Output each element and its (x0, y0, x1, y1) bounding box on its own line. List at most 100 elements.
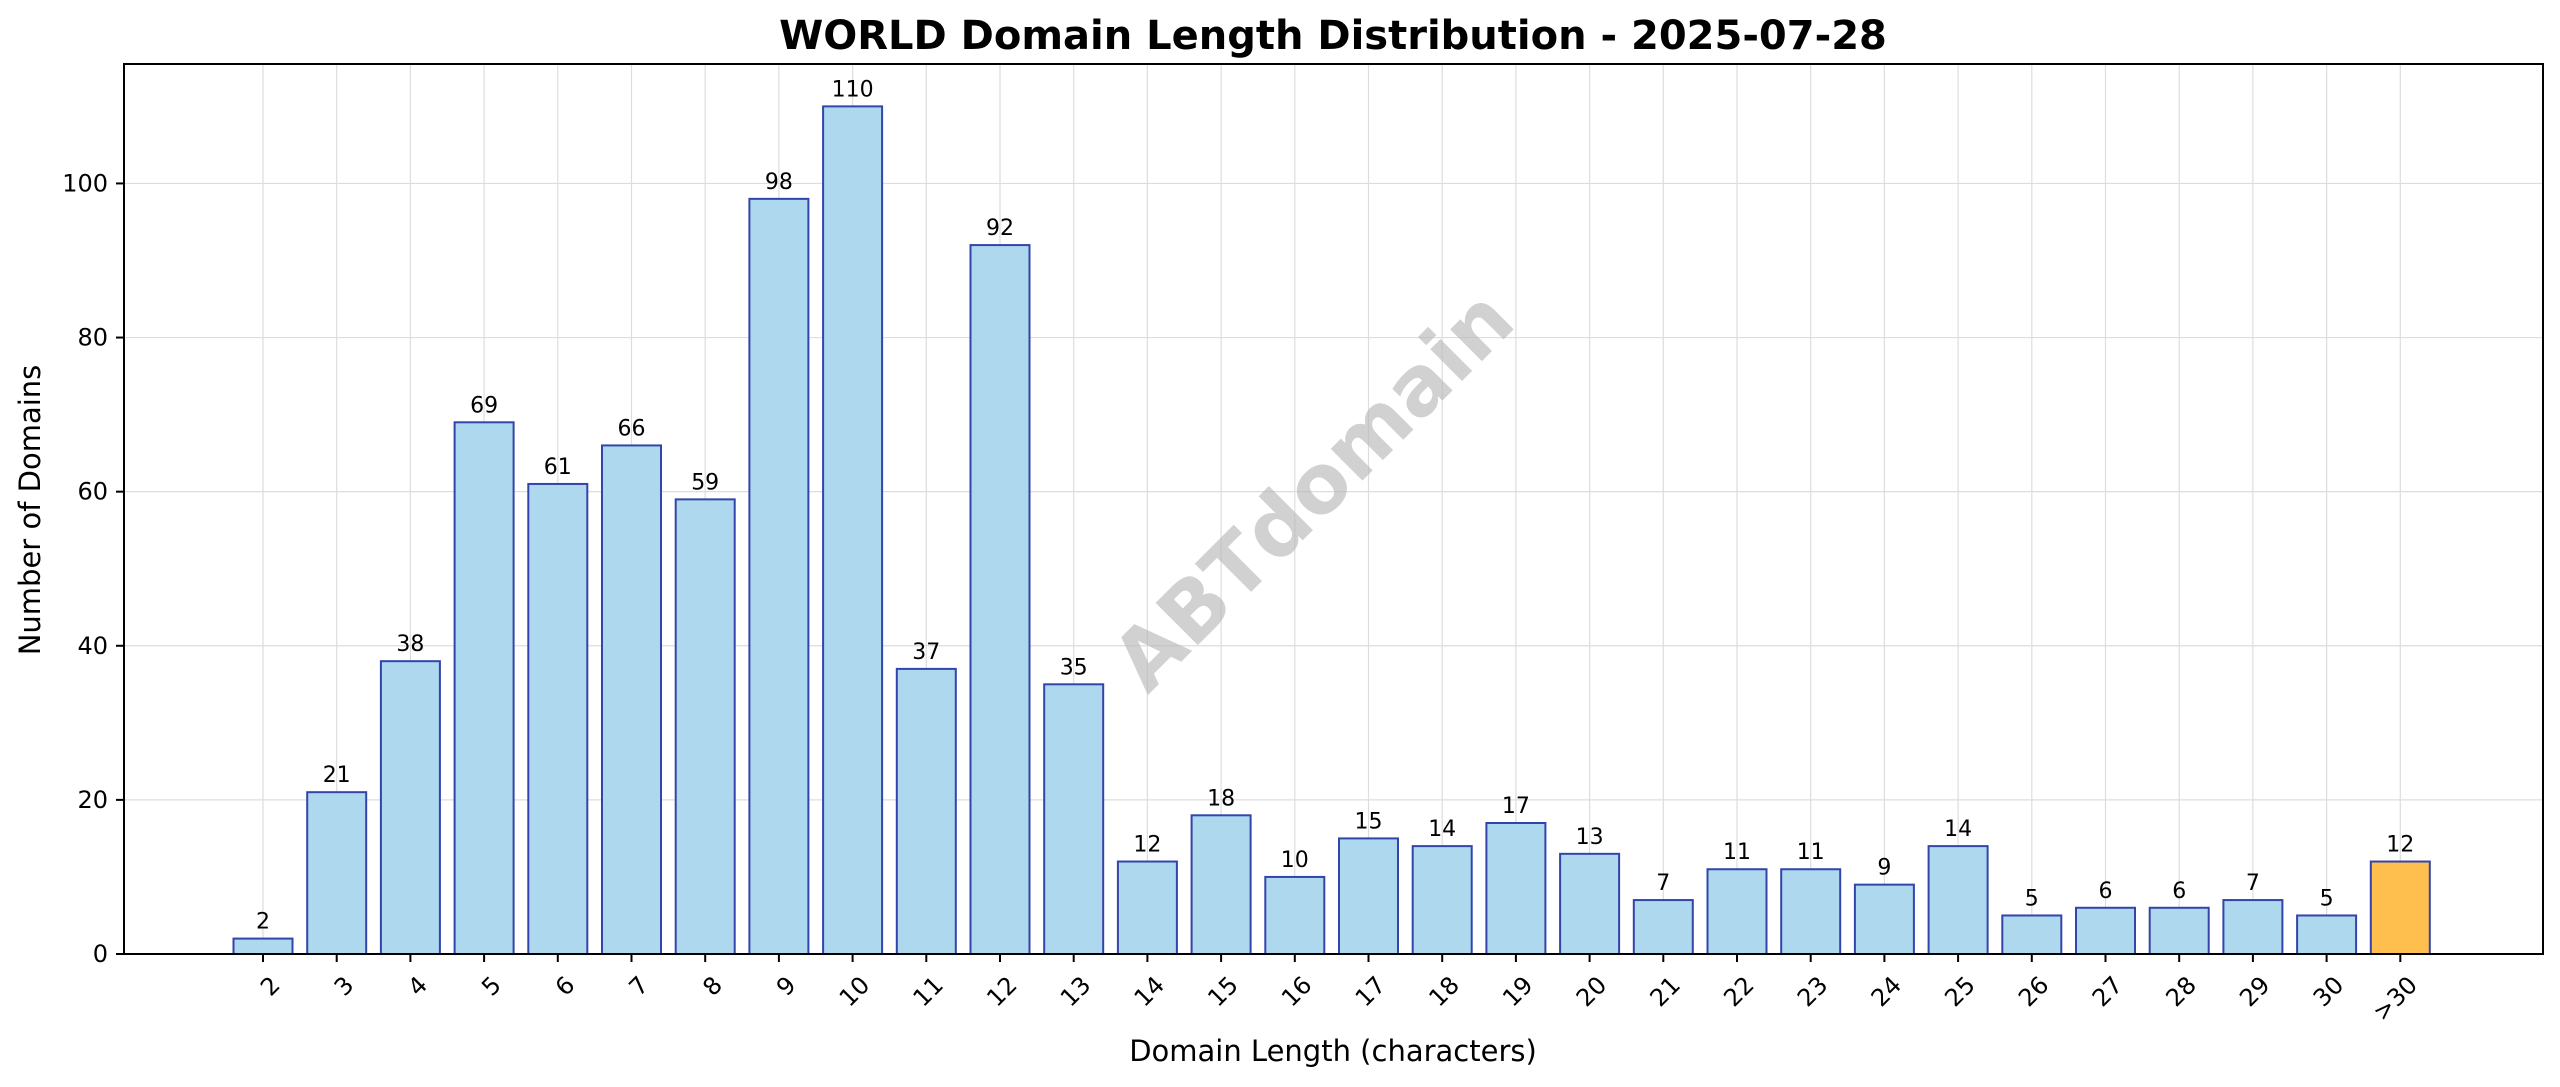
x-tick-label: 14 (1129, 971, 1170, 1012)
bar-value-label: 92 (986, 216, 1014, 241)
bar (1559, 852, 1621, 955)
bar-value-label: 12 (2386, 833, 2414, 858)
bar-value-label: 14 (1428, 817, 1456, 842)
bar (2001, 914, 2063, 955)
x-tick-label: 18 (1423, 971, 1464, 1012)
x-tick-label: 9 (771, 971, 802, 1002)
y-tick-label: 20 (77, 786, 108, 814)
bars-group (232, 105, 2431, 956)
bar-value-label: 21 (323, 763, 351, 788)
bar (1853, 883, 1915, 955)
bar-value-label: 38 (396, 632, 424, 657)
bar (1043, 683, 1105, 955)
bar (2222, 899, 2284, 955)
bar (379, 660, 441, 955)
y-axis-ticks: 0 20 40 60 80 100 (62, 169, 124, 968)
x-tick-label: 23 (1792, 971, 1833, 1012)
bar (527, 482, 589, 955)
bar-value-label: 37 (912, 640, 940, 665)
y-tick-label: 100 (62, 169, 108, 197)
bar-value-label: 13 (1576, 825, 1604, 850)
bar-value-label: 110 (832, 77, 874, 102)
bar (1264, 875, 1326, 955)
bar-value-label: 14 (1944, 817, 1972, 842)
x-tick-label: 25 (1939, 971, 1980, 1012)
bar-value-label: 66 (618, 416, 646, 441)
x-tick-label: 7 (624, 971, 655, 1002)
bar-value-label: 12 (1133, 833, 1161, 858)
bar (748, 197, 810, 955)
bar-value-label: 11 (1797, 840, 1825, 865)
bar-value-label: 6 (2099, 879, 2113, 904)
bar-value-label: 7 (2246, 871, 2260, 896)
y-axis-label: Number of Domains (13, 365, 47, 656)
bar-value-label: 61 (544, 455, 572, 480)
bar-value-label: 7 (1656, 871, 1670, 896)
bar (453, 421, 515, 955)
x-tick-label: 24 (1866, 971, 1907, 1012)
bar (1632, 899, 1694, 955)
bar (969, 244, 1031, 955)
x-tick-label: 5 (476, 971, 507, 1002)
x-tick-label: 3 (329, 971, 360, 1002)
x-tick-label: 30 (2308, 971, 2349, 1012)
bar-value-label: 5 (2320, 886, 2334, 911)
x-tick-label: 20 (1571, 971, 1612, 1012)
bar (1411, 845, 1473, 955)
x-tick-label: 6 (550, 971, 581, 1002)
bar (895, 667, 957, 955)
y-tick-label: 60 (77, 478, 108, 506)
bar (1190, 814, 1252, 955)
x-tick-label: 13 (1055, 971, 1096, 1012)
x-tick-label: 12 (981, 971, 1022, 1012)
bar-value-label: 5 (2025, 886, 2039, 911)
bar-value-label: 15 (1355, 809, 1383, 834)
bar (306, 791, 368, 955)
bar (1927, 845, 1989, 955)
bar-value-label: 17 (1502, 794, 1530, 819)
bar (822, 105, 884, 955)
x-tick-label: 15 (1202, 971, 1243, 1012)
x-tick-label: 29 (2234, 971, 2275, 1012)
bar-value-label: 10 (1281, 848, 1309, 873)
bar (2369, 860, 2431, 955)
x-tick-label: 8 (697, 971, 728, 1002)
y-tick-label: 80 (77, 324, 108, 352)
x-tick-label: 16 (1276, 971, 1317, 1012)
bar-value-label: 11 (1723, 840, 1751, 865)
plot-frame (123, 63, 2544, 955)
bar (2075, 906, 2136, 955)
bar (601, 444, 662, 955)
x-tick-label: 10 (834, 971, 875, 1012)
x-tick-label: >30 (2367, 971, 2423, 1027)
chart-title: WORLD Domain Length Distribution - 2025-… (779, 13, 1887, 59)
bar (1780, 868, 1842, 955)
bar (1116, 860, 1178, 955)
x-tick-label: 17 (1350, 971, 1391, 1012)
x-tick-label: 11 (908, 971, 949, 1012)
bar (2296, 914, 2358, 955)
x-tick-label: 27 (2087, 971, 2128, 1012)
x-tick-label: 2 (255, 971, 286, 1002)
bar-value-label: 98 (765, 170, 793, 195)
x-tick-label: 28 (2160, 971, 2201, 1012)
x-tick-label: 22 (1718, 971, 1759, 1012)
bar (1338, 837, 1399, 956)
x-tick-label: 4 (402, 971, 433, 1002)
x-axis-ticks: 2 3 4 5 6 7 8 9 10 11 12 13 14 15 16 17 18 19 20 21 22 23 24 25… (255, 954, 2423, 1027)
bar-value-label: 6 (2172, 879, 2186, 904)
bar (2148, 906, 2210, 955)
bar-value-label: 59 (691, 470, 719, 495)
x-tick-label: 19 (1497, 971, 1538, 1012)
bar (232, 937, 294, 956)
bar (1706, 868, 1768, 955)
bar-value-label: 9 (1877, 856, 1891, 881)
bar-value-label: 2 (256, 910, 270, 935)
bar-value-label: 18 (1207, 786, 1235, 811)
bar-value-label: 35 (1060, 655, 1088, 680)
bar-value-label: 69 (470, 393, 498, 418)
y-tick-label: 0 (93, 940, 108, 968)
x-tick-label: 21 (1645, 971, 1686, 1012)
